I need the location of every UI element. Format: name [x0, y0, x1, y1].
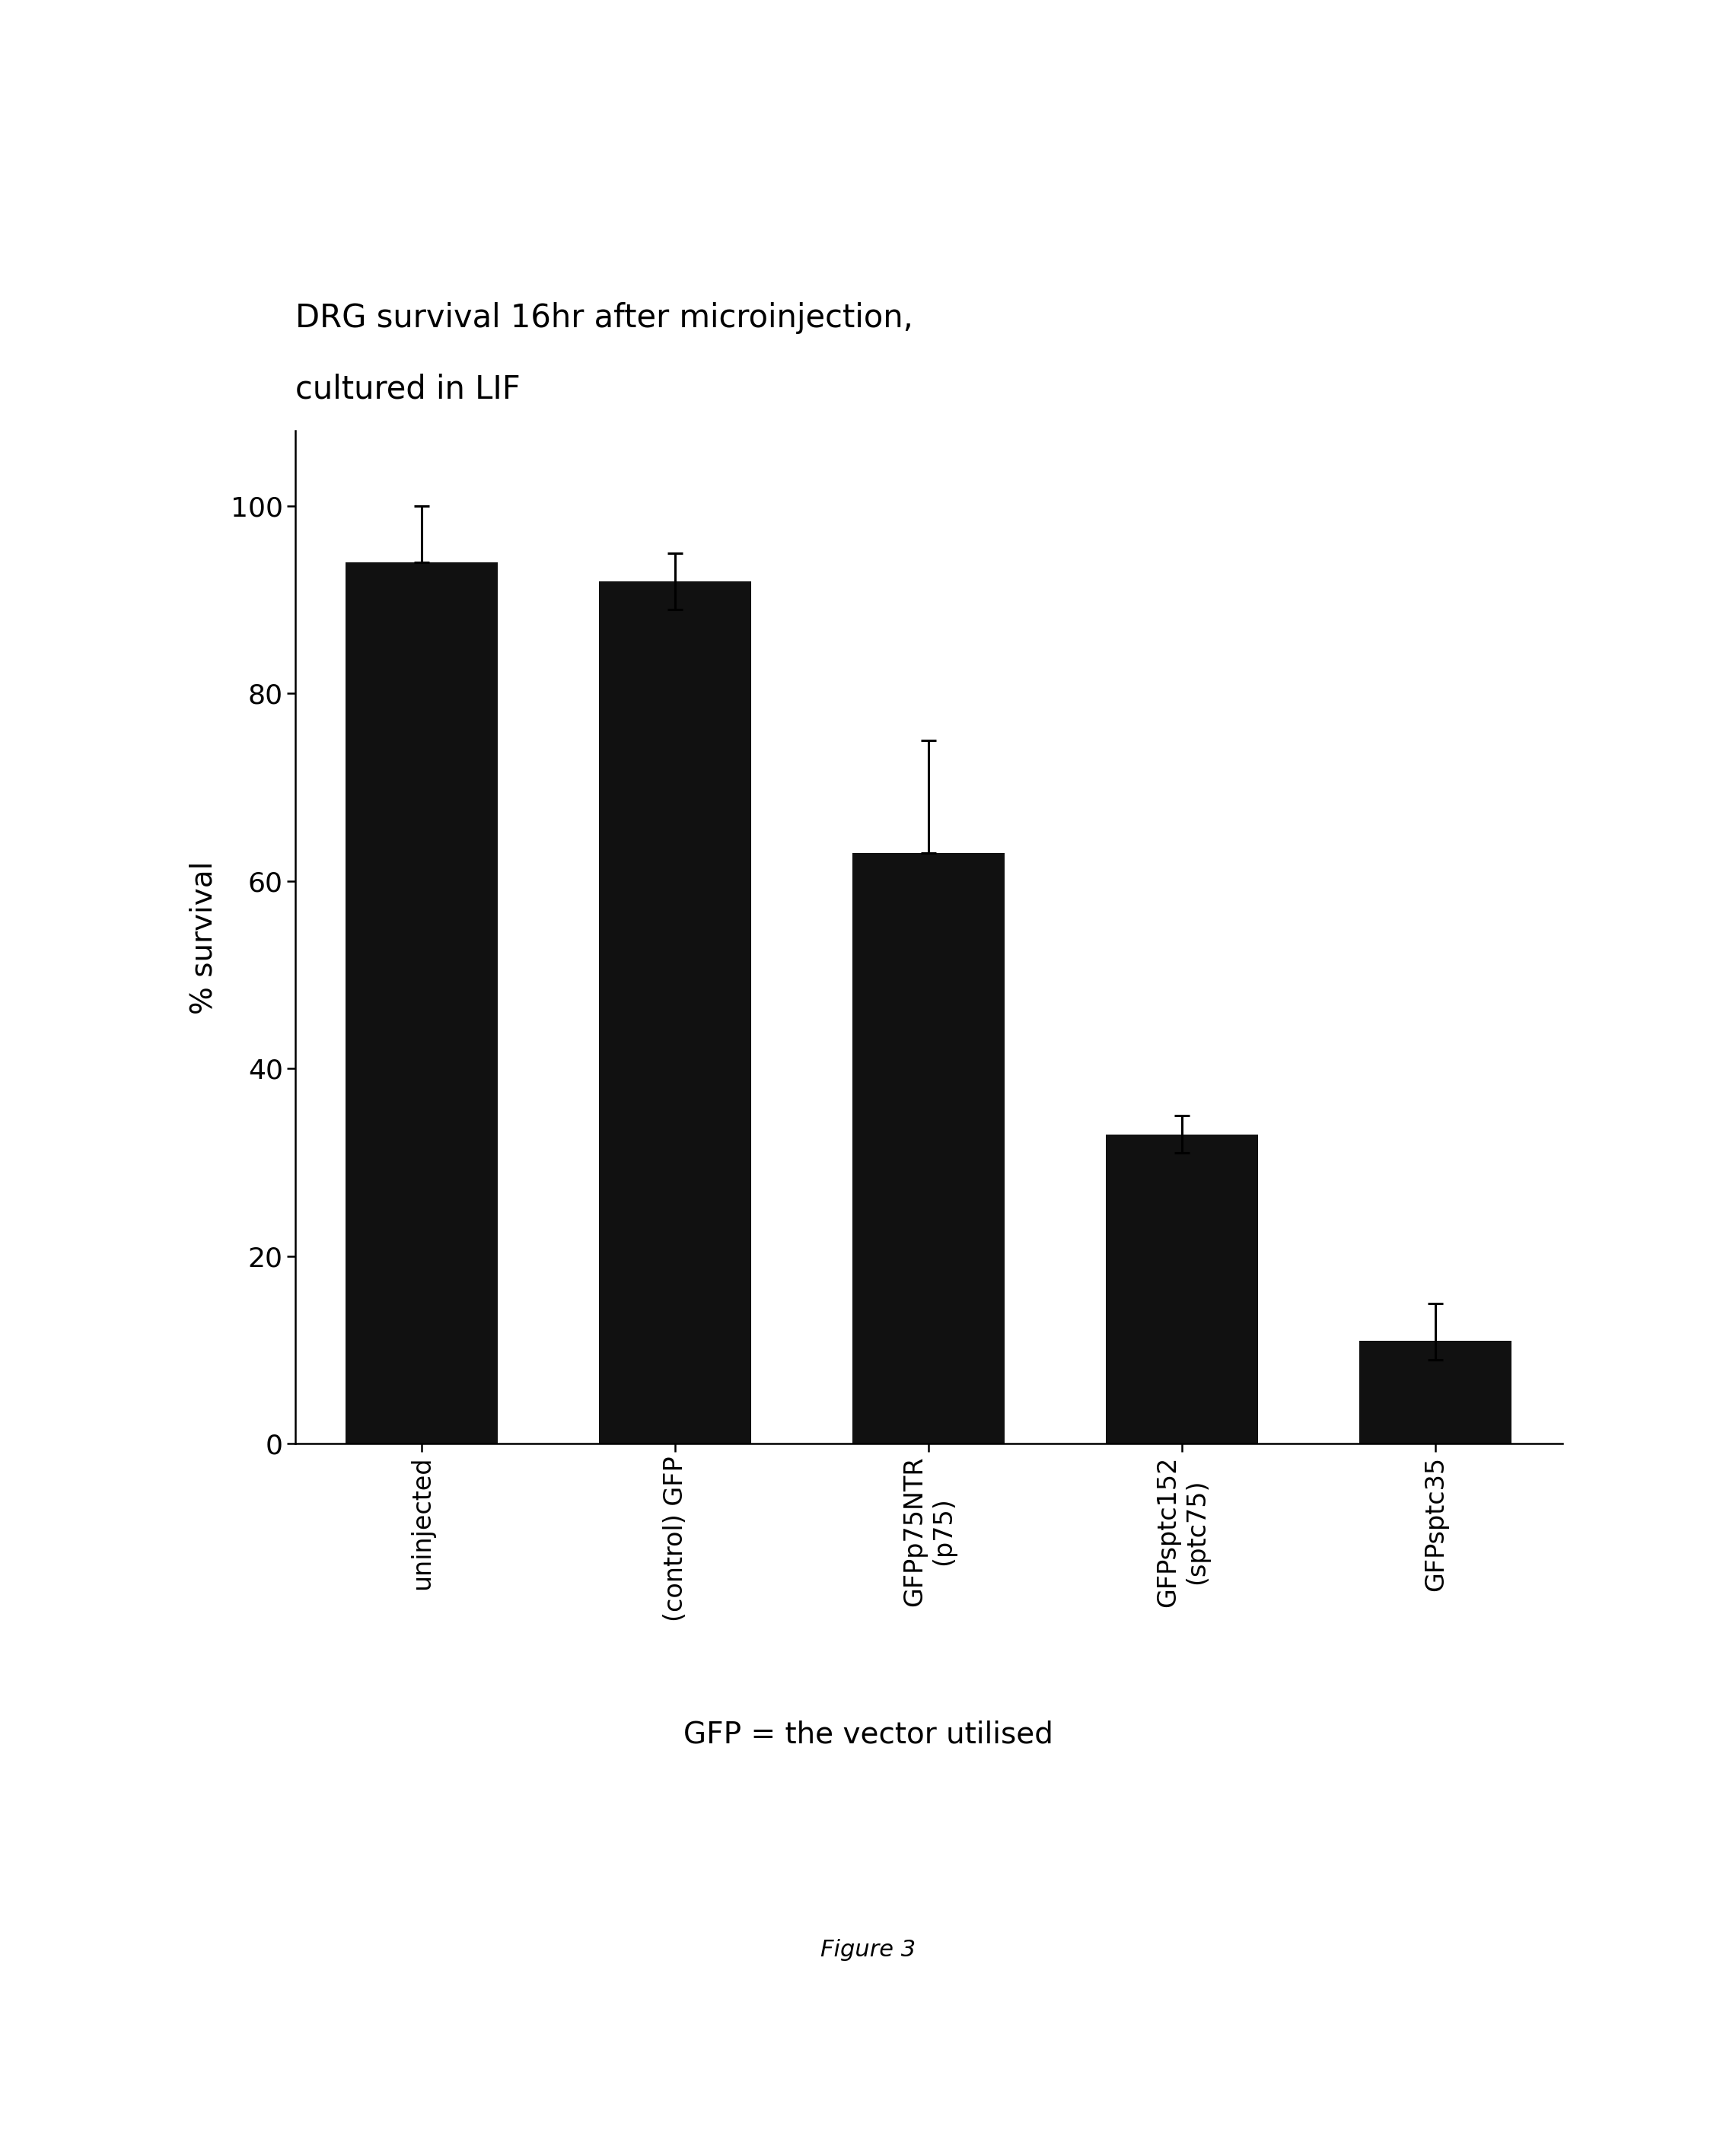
Bar	[599, 582, 752, 1444]
Bar	[1106, 1134, 1259, 1444]
Y-axis label: % survival: % survival	[189, 860, 217, 1015]
Text: DRG survival 16hr after microinjection,: DRG survival 16hr after microinjection,	[295, 302, 913, 334]
Text: cultured in LIF: cultured in LIF	[295, 373, 521, 405]
Bar	[345, 562, 498, 1444]
Bar	[1359, 1340, 1512, 1444]
Bar	[852, 853, 1005, 1444]
Text: GFP = the vector utilised: GFP = the vector utilised	[682, 1720, 1054, 1750]
Text: Figure 3: Figure 3	[821, 1940, 915, 1961]
